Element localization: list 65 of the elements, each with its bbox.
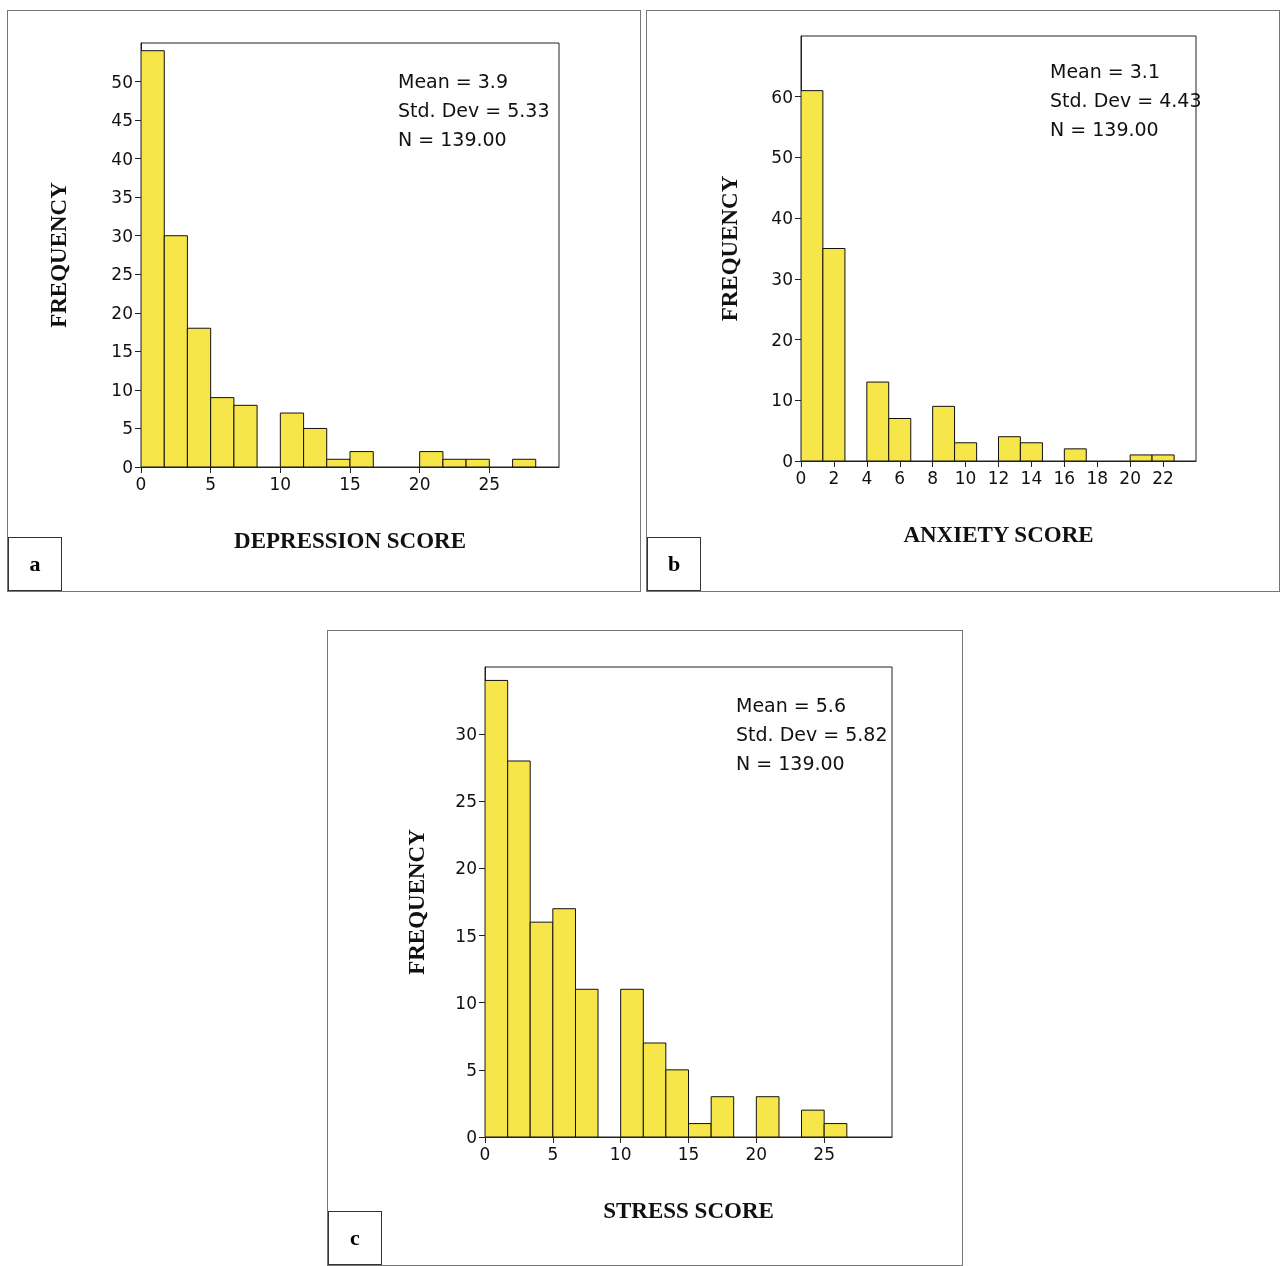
text: c — [328, 1211, 382, 1265]
annotation: Mean = 3.1 — [1050, 59, 1160, 82]
x-tick-label: 0 — [135, 473, 147, 494]
y-tick-label: 10 — [771, 390, 793, 411]
x-tick-label: 16 — [1053, 467, 1076, 488]
y-tick-label: 0 — [466, 1127, 477, 1147]
x-tick-label: 0 — [479, 1143, 491, 1164]
y-tick-label: 60 — [771, 86, 793, 107]
x-tick-label: 10 — [954, 467, 977, 488]
x-tick-label: 12 — [987, 467, 1010, 488]
annotation: N = 139.00 — [736, 751, 845, 774]
x-tick-label: 20 — [745, 1143, 768, 1164]
x-tick-label: 20 — [408, 473, 431, 494]
y-tick-label: 40 — [111, 148, 133, 169]
annotation: Std. Dev = 4.43 — [1050, 88, 1202, 111]
x-tick-label: 0 — [795, 467, 807, 488]
x-tick-label: 6 — [894, 467, 906, 488]
annotation: Std. Dev = 5.82 — [736, 722, 888, 745]
y-tick-label: 25 — [111, 264, 133, 285]
y-tick-label: 30 — [111, 225, 133, 246]
x-tick-label: 4 — [861, 467, 873, 488]
y-tick-label: 15 — [455, 925, 477, 946]
annotation: Mean = 3.9 — [398, 69, 508, 92]
y-tick-label: 35 — [111, 187, 133, 208]
x-tick-label: 2 — [828, 467, 840, 488]
x-tick-label: 22 — [1152, 467, 1174, 488]
y-axis-title: FREQUENCY — [717, 175, 742, 322]
text: b — [647, 537, 701, 591]
x-tick-label: 18 — [1086, 467, 1109, 488]
text: a — [8, 537, 62, 591]
x-tick-label: 5 — [547, 1143, 559, 1164]
y-tick-label: 5 — [466, 1059, 477, 1080]
y-tick-label: 10 — [455, 992, 477, 1013]
x-tick-label: 20 — [1119, 467, 1141, 488]
y-tick-label: 50 — [111, 71, 133, 92]
y-tick-label: 20 — [455, 858, 477, 879]
x-tick-label: 25 — [813, 1143, 835, 1164]
x-tick-label: 10 — [269, 473, 292, 494]
y-axis-title: FREQUENCY — [46, 181, 71, 328]
y-tick-label: 0 — [782, 451, 793, 471]
y-tick-label: 5 — [122, 418, 133, 439]
x-tick-label: 8 — [927, 467, 939, 488]
y-tick-label: 15 — [111, 341, 133, 362]
x-tick-label: 15 — [677, 1143, 700, 1164]
y-tick-label: 10 — [111, 379, 133, 400]
x-axis-title: ANXIETY SCORE — [903, 522, 1094, 547]
y-tick-label: 20 — [111, 302, 133, 323]
x-tick-label: 5 — [205, 473, 217, 494]
y-axis-title: FREQUENCY — [404, 828, 429, 975]
y-tick-label: 25 — [455, 791, 477, 812]
annotation: Std. Dev = 5.33 — [398, 98, 550, 121]
y-tick-label: 30 — [771, 268, 793, 289]
annotation: Mean = 5.6 — [736, 693, 846, 716]
x-axis-title: STRESS SCORE — [603, 1198, 774, 1223]
y-tick-label: 40 — [771, 208, 793, 229]
y-tick-label: 30 — [455, 724, 477, 745]
x-tick-label: 14 — [1020, 467, 1043, 488]
x-tick-label: 10 — [609, 1143, 632, 1164]
annotation: N = 139.00 — [1050, 117, 1159, 140]
x-axis-title: DEPRESSION SCORE — [234, 528, 466, 553]
y-tick-label: 45 — [111, 110, 133, 131]
annotation: N = 139.00 — [398, 127, 507, 150]
y-tick-label: 20 — [771, 329, 793, 350]
x-tick-label: 15 — [339, 473, 361, 494]
y-tick-label: 50 — [771, 147, 793, 168]
